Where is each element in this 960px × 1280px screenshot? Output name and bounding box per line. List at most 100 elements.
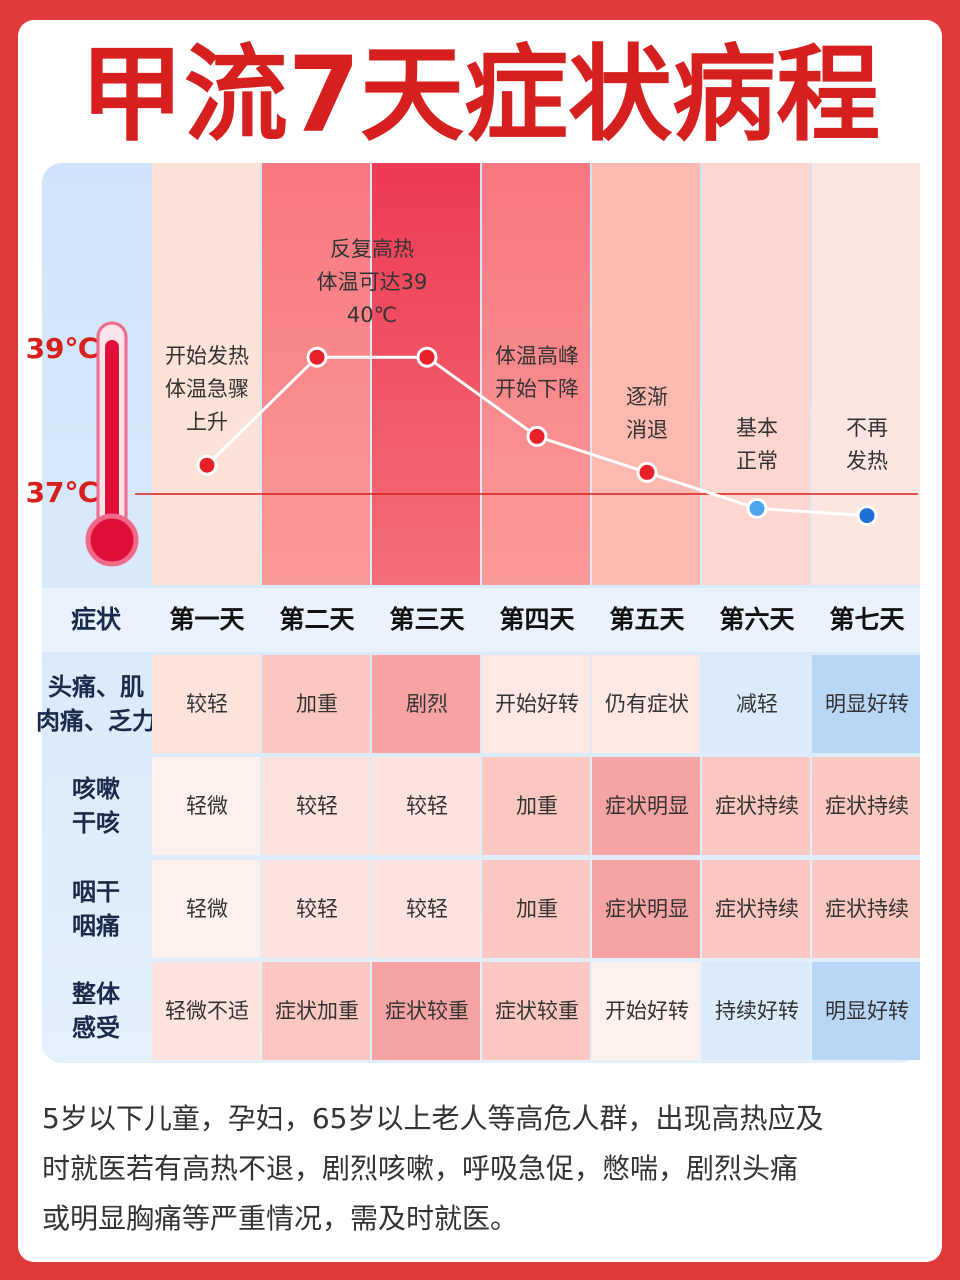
- row-header: 感受: [72, 1014, 120, 1042]
- cell-text: 症状明显: [605, 897, 689, 921]
- annotation: 正常: [736, 449, 778, 473]
- table-cell: [262, 962, 370, 1060]
- annotation: 开始下降: [495, 377, 579, 401]
- header-row: [42, 588, 920, 652]
- cell-text: 较轻: [186, 692, 228, 716]
- table-cell: [812, 655, 920, 753]
- table-cell: [702, 860, 810, 958]
- cell-text: 持续好转: [715, 999, 799, 1023]
- row-header: 肉痛、乏力: [36, 707, 156, 735]
- cell-text: 轻微: [186, 794, 228, 818]
- cell-text: 轻微不适: [165, 999, 249, 1023]
- table-header: 症状: [71, 605, 122, 634]
- temp-dot: [196, 454, 218, 476]
- cell-text: 开始好转: [605, 999, 689, 1023]
- annotation: 发热: [846, 449, 888, 473]
- table-cell: [812, 962, 920, 1060]
- cell-text: 开始好转: [495, 692, 579, 716]
- table-cell: [152, 962, 260, 1060]
- annotation: 上升: [186, 410, 228, 434]
- temp-dot: [856, 505, 878, 527]
- cell-text: 剧烈: [406, 692, 448, 716]
- table-cell: [152, 860, 260, 958]
- annotation: 体温急骤: [165, 377, 249, 401]
- table-cell: [372, 962, 480, 1060]
- table-cell: [702, 962, 810, 1060]
- temp-dot: [526, 425, 548, 447]
- columns: [152, 163, 920, 585]
- day-column: [372, 163, 480, 585]
- table-cell: [812, 757, 920, 855]
- cell-text: 较轻: [406, 897, 448, 921]
- annotation: 反复高热: [330, 237, 414, 261]
- bulb: [85, 513, 139, 567]
- cell-text: 症状持续: [715, 897, 799, 921]
- table-cell: [152, 757, 260, 855]
- table-header: 第一天: [169, 605, 244, 634]
- table-cell: [702, 655, 810, 753]
- table-cell: [372, 860, 480, 958]
- table-cell: [152, 655, 260, 753]
- table-cell: [482, 860, 590, 958]
- row-header: 干咳: [72, 809, 120, 837]
- day-column: [702, 163, 810, 585]
- annotation: 体温高峰: [495, 344, 579, 368]
- cell-text: 较轻: [296, 897, 338, 921]
- cell-text: 加重: [516, 794, 558, 818]
- table-cell: [372, 757, 480, 855]
- day-column: [592, 163, 700, 585]
- day-column: [482, 163, 590, 585]
- table-cell: [262, 655, 370, 753]
- cell-text: 加重: [296, 692, 338, 716]
- annotation: 开始发热: [165, 344, 249, 368]
- cell-text: 症状加重: [275, 999, 359, 1023]
- temp-dot: [416, 346, 438, 368]
- annotation: 逐渐: [626, 385, 668, 409]
- table-cell: [592, 655, 700, 753]
- temp-dot: [636, 461, 658, 483]
- note-line: 时就医若有高热不退，剧烈咳嗽，呼吸急促，憋喘，剧烈头痛: [42, 1152, 798, 1185]
- cell-text: 较轻: [406, 794, 448, 818]
- mercury: [105, 340, 119, 540]
- table-cell: [592, 757, 700, 855]
- row-header: 头痛、肌: [48, 673, 144, 701]
- cell-text: 较轻: [296, 794, 338, 818]
- row-header: 咳嗽: [72, 775, 120, 803]
- annotation: 不再: [846, 416, 888, 440]
- row-header: 整体: [72, 980, 121, 1008]
- note-line: 或明显胸痛等严重情况，需及时就医。: [42, 1202, 518, 1235]
- table-cell: [262, 757, 370, 855]
- note-line: 5岁以下儿童，孕妇，65岁以上老人等高危人群，出现高热应及: [42, 1102, 823, 1135]
- cell-text: 加重: [516, 897, 558, 921]
- cell-text: 仍有症状: [605, 692, 689, 716]
- temp-dot: [306, 346, 328, 368]
- annotation: 基本: [736, 416, 778, 440]
- table-cell: [482, 655, 590, 753]
- cell-text: 症状较重: [495, 999, 579, 1023]
- annotation: 40℃: [347, 303, 397, 327]
- table-header: 第五天: [609, 605, 684, 634]
- table-header: 第二天: [279, 605, 354, 634]
- row-header: 咽痛: [72, 912, 120, 940]
- cell-text: 症状较重: [385, 999, 469, 1023]
- row-header: 咽干: [72, 878, 120, 906]
- annotation: 体温可达39: [317, 270, 428, 294]
- table-cell: [702, 757, 810, 855]
- annotation: 消退: [626, 418, 668, 442]
- cell-text: 明显好转: [825, 999, 909, 1023]
- day-column: [152, 163, 260, 585]
- table-cell: [592, 962, 700, 1060]
- temp-label: 37℃: [26, 476, 99, 509]
- table-cell: [812, 860, 920, 958]
- thermometer: [85, 321, 139, 567]
- table-header: 第三天: [389, 605, 464, 634]
- table-header: 第四天: [499, 605, 574, 634]
- cell-text: 轻微: [186, 897, 228, 921]
- table-header: 第六天: [719, 605, 794, 634]
- day-column: [262, 163, 370, 585]
- cell-text: 减轻: [736, 692, 778, 716]
- temp-dot: [746, 497, 768, 519]
